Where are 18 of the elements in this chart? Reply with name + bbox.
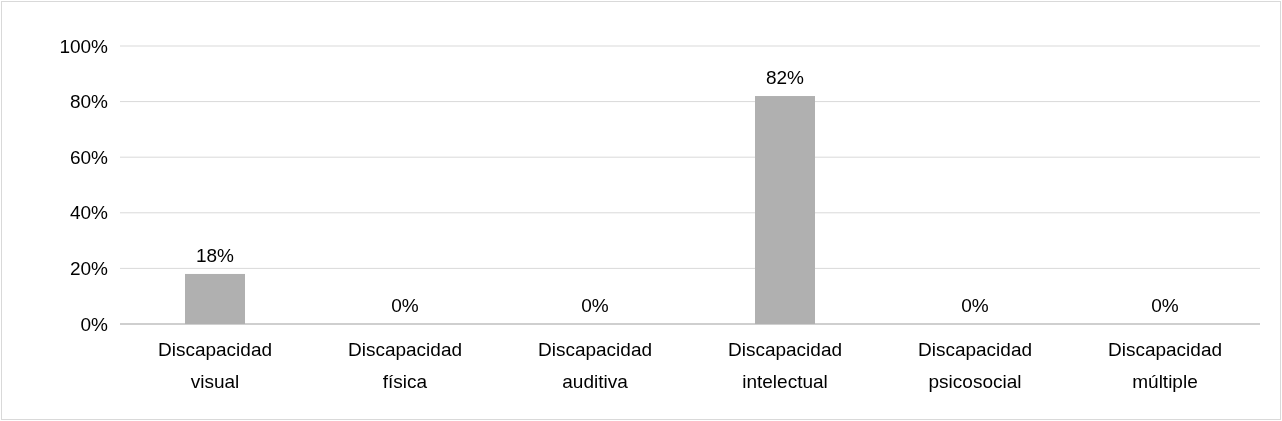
x-tick-label: Discapacidad múltiple [1107, 339, 1223, 392]
data-label: 18% [195, 244, 235, 266]
y-tick-label: 60% [69, 146, 109, 168]
data-label: 0% [1151, 295, 1179, 316]
x-tick-label: Discapacidad física [347, 339, 463, 392]
y-tick-label: 20% [69, 258, 109, 280]
x-tick-label: Discapacidad auditiva [537, 339, 653, 392]
data-label: 0% [391, 295, 419, 316]
y-tick-label: 80% [69, 91, 109, 113]
x-tick-label: Discapacidad visual [157, 339, 273, 392]
y-tick-label: 100% [59, 35, 109, 57]
data-label: 0% [581, 295, 609, 316]
y-tick-label: 40% [69, 202, 109, 224]
x-tick-label: Discapacidad psicosocial [917, 339, 1033, 392]
data-label: 82% [765, 67, 805, 89]
data-label: 0% [961, 295, 989, 316]
y-tick-label: 0% [80, 313, 109, 335]
x-tick-label: Discapacidad intelectual [727, 339, 843, 392]
